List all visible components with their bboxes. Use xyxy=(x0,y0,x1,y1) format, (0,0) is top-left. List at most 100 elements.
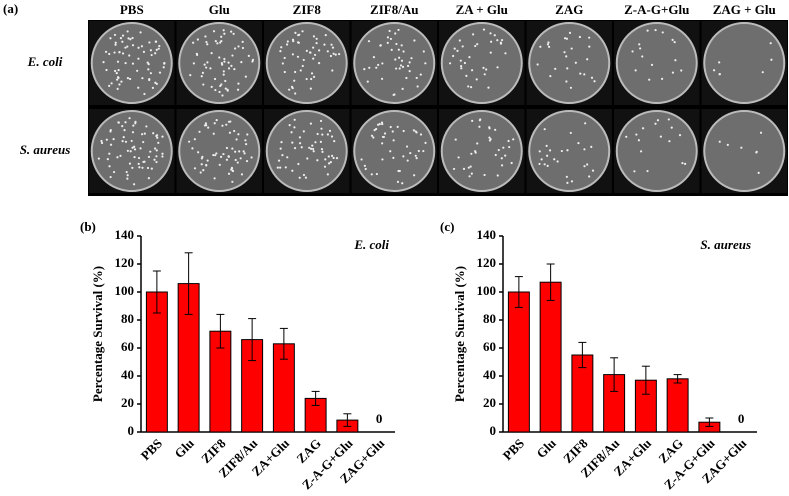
y-tick-label: 140 xyxy=(115,227,135,242)
colony xyxy=(205,66,208,69)
colony xyxy=(298,136,302,139)
colony xyxy=(320,148,324,151)
colony xyxy=(124,61,127,65)
colony xyxy=(395,67,398,70)
colony xyxy=(659,135,662,138)
colony xyxy=(200,163,203,166)
colony xyxy=(126,177,129,180)
colony xyxy=(105,68,108,72)
colony xyxy=(108,165,111,168)
colony xyxy=(106,158,109,161)
colony xyxy=(546,154,549,157)
colony xyxy=(202,83,205,86)
panel-label: (c) xyxy=(440,219,454,234)
colony xyxy=(301,30,304,33)
colony xyxy=(397,169,400,173)
annotation: E. coli xyxy=(353,237,389,252)
colony xyxy=(368,66,371,69)
colony xyxy=(578,35,581,39)
colony xyxy=(394,58,397,61)
colony xyxy=(459,59,462,62)
colony xyxy=(396,125,399,128)
colony xyxy=(320,127,323,130)
colony xyxy=(121,34,125,37)
colony xyxy=(234,158,237,162)
colony xyxy=(761,71,764,74)
colony xyxy=(508,145,511,149)
colony xyxy=(158,71,162,74)
colony xyxy=(565,37,569,40)
colony xyxy=(299,69,302,72)
colony xyxy=(220,35,223,38)
colony xyxy=(415,131,418,134)
colony xyxy=(123,129,126,132)
colony xyxy=(193,138,196,141)
colony xyxy=(461,45,464,48)
colony xyxy=(221,124,224,127)
colony xyxy=(146,166,150,170)
colony xyxy=(155,82,158,85)
colony xyxy=(549,74,552,78)
colony xyxy=(131,62,135,65)
colony xyxy=(121,40,124,43)
colony xyxy=(507,139,510,143)
colony xyxy=(137,57,140,60)
colony xyxy=(153,158,156,161)
error-bar xyxy=(184,252,193,315)
colony xyxy=(124,121,127,124)
x-tick-label: PBS xyxy=(138,436,165,463)
colony xyxy=(499,42,503,45)
colony xyxy=(396,180,400,183)
colony xyxy=(206,61,209,64)
colony xyxy=(395,42,398,46)
bar xyxy=(539,281,562,433)
colony xyxy=(283,56,286,60)
colony xyxy=(386,36,390,39)
colony xyxy=(109,175,112,179)
colony xyxy=(293,118,296,121)
colony xyxy=(457,156,460,159)
colony xyxy=(240,173,244,176)
colony xyxy=(543,163,546,166)
colony xyxy=(281,62,284,65)
colony xyxy=(285,43,289,46)
colony xyxy=(141,166,144,169)
colony xyxy=(228,131,232,134)
colony xyxy=(231,147,234,150)
colony xyxy=(476,142,479,145)
colony xyxy=(137,156,141,160)
colony xyxy=(279,147,282,150)
colony xyxy=(288,123,291,127)
colony xyxy=(586,58,589,61)
colony xyxy=(133,148,137,151)
colony xyxy=(512,138,515,141)
plate xyxy=(440,110,523,192)
colony xyxy=(222,73,225,76)
colony xyxy=(308,146,311,149)
colony xyxy=(148,78,151,81)
colony xyxy=(215,119,218,122)
colony xyxy=(161,135,164,138)
colony xyxy=(124,46,127,49)
colony xyxy=(424,141,427,144)
colony xyxy=(301,64,304,68)
colony xyxy=(131,131,135,134)
colony xyxy=(199,171,202,174)
colony xyxy=(129,150,132,153)
row-label: S. aureus xyxy=(20,142,71,157)
column-header: ZIF8/Au xyxy=(370,2,418,17)
colony xyxy=(127,37,130,40)
colony xyxy=(161,152,164,155)
colony xyxy=(482,28,486,31)
colony xyxy=(394,32,397,35)
colony xyxy=(142,50,146,53)
colony xyxy=(128,162,132,165)
colony xyxy=(469,85,473,89)
colony xyxy=(454,138,457,141)
colony xyxy=(214,88,217,92)
colony xyxy=(233,68,236,71)
colony xyxy=(381,62,384,65)
colony xyxy=(500,164,504,167)
colony xyxy=(158,44,161,48)
colony xyxy=(452,167,456,171)
